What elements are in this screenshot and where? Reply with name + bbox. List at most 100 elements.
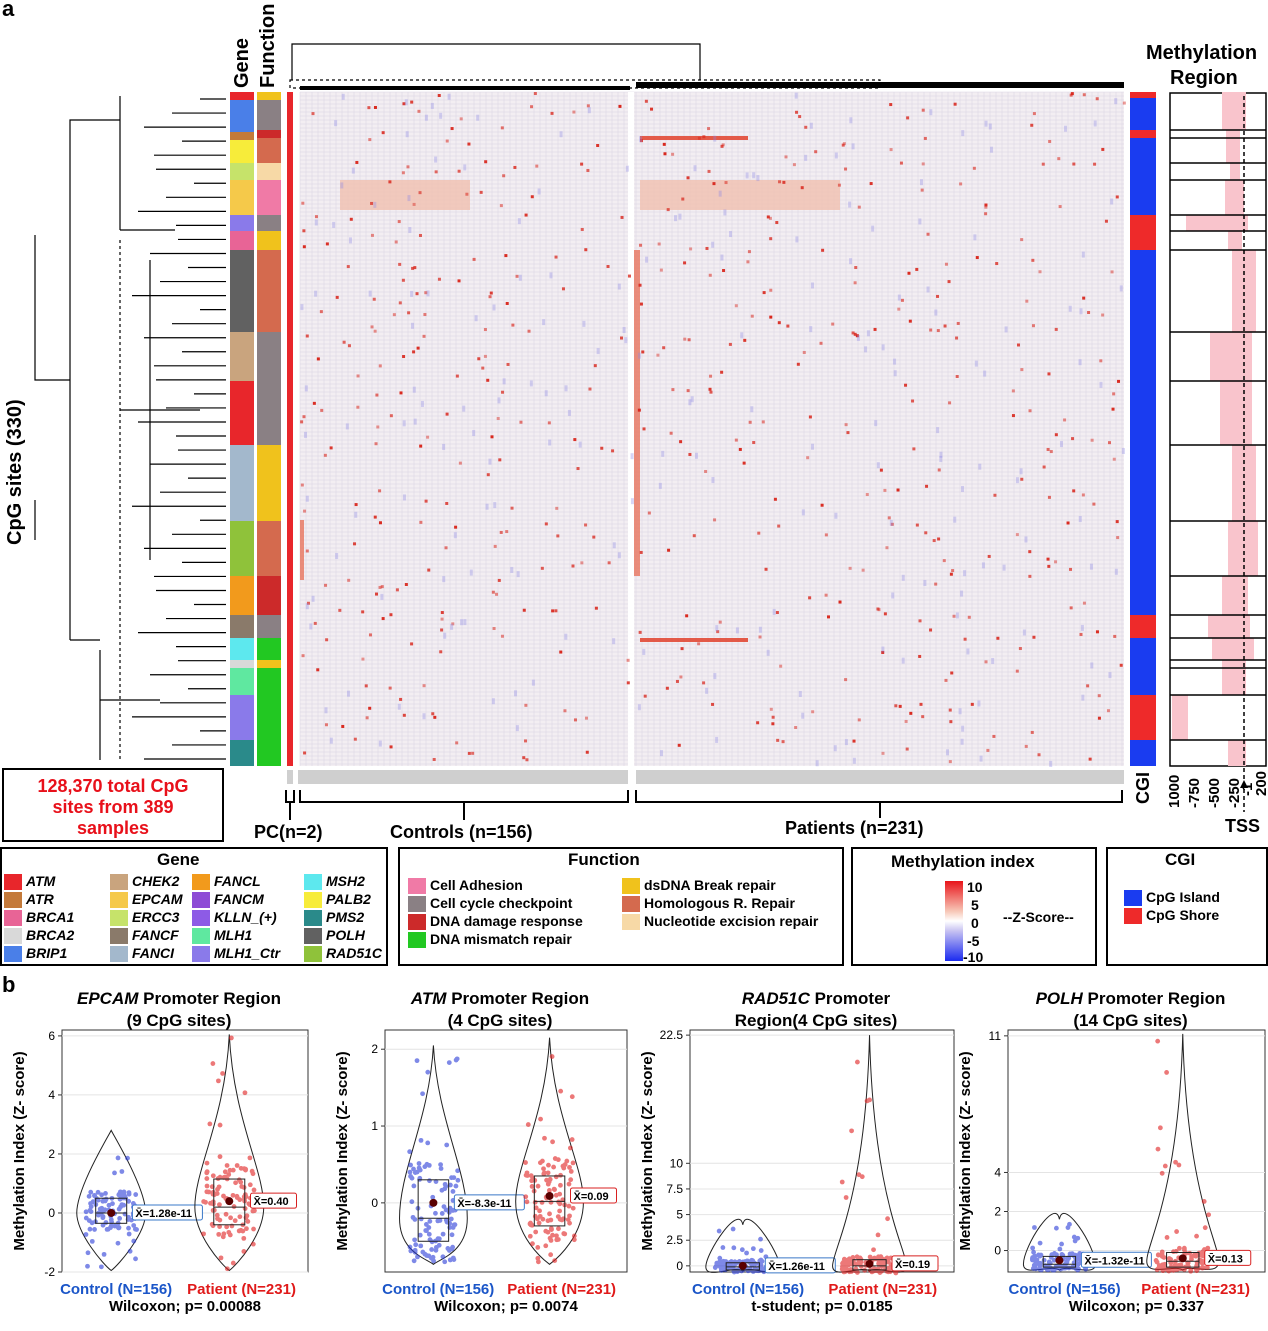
- heatmap-hot-cell: [373, 105, 377, 109]
- heatmap-hot-cell: [355, 160, 359, 164]
- heatmap-cold-cell: [531, 679, 535, 686]
- violin-point: [1067, 1221, 1072, 1227]
- gene-annotation-cell: [230, 381, 254, 445]
- heatmap-cold-cell: [514, 690, 518, 697]
- violin-point: [99, 1192, 105, 1198]
- violin-title-gene: EPCAM: [77, 989, 139, 1008]
- heatmap-hot-cell: [956, 321, 960, 325]
- violin-point: [885, 1269, 891, 1275]
- heatmap-cold-cell: [939, 451, 943, 458]
- heatmap-cold-cell: [1099, 381, 1103, 388]
- heatmap-hot-cell: [657, 242, 661, 246]
- gene-annotation-cell: [230, 576, 254, 615]
- heatmap-hot-cell: [907, 271, 911, 275]
- violin-point: [446, 1060, 452, 1065]
- heatmap-hot-cell: [418, 191, 422, 195]
- heatmap-hot-cell: [1092, 502, 1096, 506]
- heatmap-cold-cell: [411, 322, 415, 329]
- function-legend-label: dsDNA Break repair: [644, 877, 776, 893]
- heatmap-hot-cell: [844, 167, 848, 171]
- heatmap-hot-cell: [401, 278, 405, 282]
- violin-point: [1054, 1265, 1060, 1271]
- violin-point: [1188, 1267, 1194, 1273]
- heatmap-hot-cell: [410, 642, 414, 646]
- heatmap-hot-cell: [580, 227, 584, 231]
- violin-title-rest: Promoter: [810, 989, 891, 1008]
- heatmap-hot-cell: [424, 499, 428, 503]
- violin-point: [95, 1189, 101, 1195]
- violin-title-rest: Promoter Region: [1083, 989, 1226, 1008]
- heatmap-cold-cell: [844, 739, 848, 746]
- heatmap-hot-cell: [773, 497, 777, 501]
- violin-point: [201, 1199, 207, 1204]
- heatmap-hot-cell: [486, 378, 490, 382]
- violin-point: [127, 1248, 133, 1254]
- violin-title-gene: RAD51C: [742, 989, 811, 1008]
- gene-swatch: [4, 892, 22, 909]
- violin-point: [448, 1182, 453, 1188]
- heatmap-hot-cell: [375, 393, 379, 397]
- violin-point: [523, 1160, 528, 1165]
- violin-point: [1034, 1257, 1040, 1263]
- heatmap-hot-cell: [1097, 694, 1101, 698]
- heatmap-hot-cell: [319, 310, 323, 314]
- violin-point: [85, 1263, 90, 1269]
- violin-point: [115, 1240, 121, 1246]
- violin-point: [1161, 1255, 1167, 1260]
- violin-point: [884, 1255, 890, 1261]
- gene-annotation-cell: [230, 132, 254, 140]
- heatmap-hot-cell: [679, 675, 683, 679]
- violin-point: [89, 1238, 95, 1244]
- violin-point: [451, 1175, 457, 1181]
- heatmap-hot-cell: [796, 362, 800, 366]
- heatmap-cold-cell: [945, 749, 949, 756]
- violin-point: [247, 1155, 253, 1161]
- heatmap-cold-cell: [720, 254, 724, 261]
- function-annotation-cell: [257, 660, 281, 668]
- violin-mean-dot: [545, 1191, 554, 1200]
- violin-point: [758, 1236, 763, 1242]
- pc-bracket: [285, 790, 295, 820]
- methylation-region-bar: [1222, 660, 1246, 695]
- violin-point: [549, 1054, 555, 1059]
- heatmap-cold-cell: [311, 595, 315, 602]
- heatmap-cold-cell: [660, 750, 664, 757]
- heatmap-hot-cell: [354, 503, 358, 507]
- heatmap-hot-cell: [970, 702, 974, 706]
- violin-point: [547, 1211, 552, 1217]
- heatmap-hot-cell: [689, 247, 693, 251]
- violin-point: [716, 1228, 722, 1234]
- heatmap-hot-cell: [758, 635, 762, 639]
- heatmap-hot-cell: [544, 522, 548, 526]
- heatmap-hot-cell: [644, 99, 648, 103]
- violin-ytick-label: -2: [44, 1265, 55, 1279]
- violin-point: [236, 1228, 242, 1234]
- violin-point: [223, 1211, 229, 1217]
- heatmap-cold-cell: [485, 503, 489, 510]
- violin-point: [571, 1233, 577, 1239]
- heatmap-hot-cell: [1020, 368, 1024, 372]
- heatmap-hot-cell: [640, 139, 644, 143]
- violin-point: [450, 1244, 456, 1250]
- violin-point: [410, 1214, 416, 1220]
- heatmap-hot-cell: [750, 314, 754, 318]
- violin-point: [757, 1258, 763, 1264]
- heatmap-hot-cell: [502, 174, 506, 178]
- region-tick-500: -500: [1206, 777, 1223, 808]
- heatmap-hot-cell: [1028, 550, 1032, 554]
- violin-point: [220, 1234, 226, 1240]
- heatmap-cold-cell: [309, 623, 313, 630]
- heatmap-hot-cell: [685, 614, 689, 618]
- violin-point: [1032, 1225, 1037, 1230]
- heatmap-hot-cell: [1111, 407, 1115, 411]
- heatmap-hot-cell: [898, 704, 902, 708]
- methylation-index-legend: Methylation index 10 5 0 -5 -10 --Z-Scor…: [851, 847, 1097, 966]
- heatmap-hot-cell: [572, 110, 576, 114]
- heatmap-hot-cell: [1025, 299, 1029, 303]
- cgi-label: CGI: [1133, 771, 1153, 804]
- heatmap-cold-cell: [718, 190, 722, 197]
- heatmap-cold-cell: [729, 231, 733, 238]
- heatmap-hot-cell: [524, 213, 528, 217]
- violin-point: [570, 1160, 576, 1166]
- heatmap-hot-cell: [479, 190, 483, 194]
